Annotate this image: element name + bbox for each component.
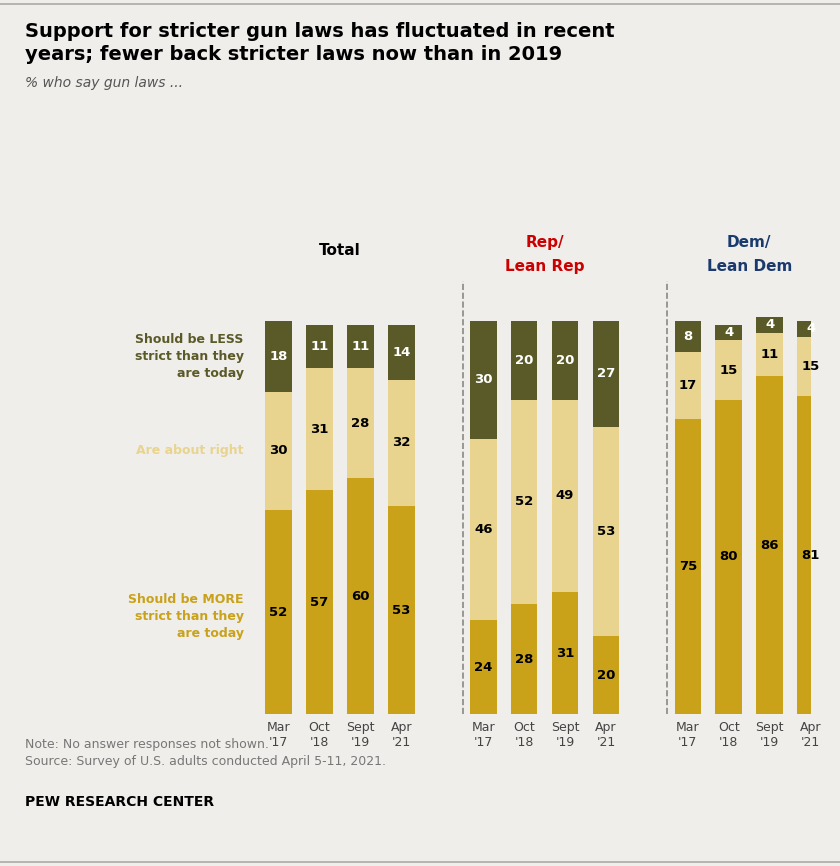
Text: 27: 27 bbox=[597, 367, 615, 380]
Text: 28: 28 bbox=[351, 417, 370, 430]
Text: 11: 11 bbox=[311, 339, 328, 353]
Text: 15: 15 bbox=[801, 359, 820, 372]
Text: PEW RESEARCH CENTER: PEW RESEARCH CENTER bbox=[25, 795, 214, 809]
Text: Dem/: Dem/ bbox=[727, 235, 771, 250]
Bar bbox=[265, 391, 292, 510]
Text: 4: 4 bbox=[724, 326, 733, 339]
Text: Total: Total bbox=[319, 242, 361, 258]
Text: 20: 20 bbox=[556, 353, 575, 366]
Text: 30: 30 bbox=[474, 373, 492, 386]
Bar bbox=[756, 317, 783, 333]
Text: 60: 60 bbox=[351, 590, 370, 603]
Bar bbox=[716, 340, 742, 399]
Bar bbox=[797, 337, 824, 396]
Text: 80: 80 bbox=[720, 551, 738, 564]
Bar bbox=[552, 399, 579, 592]
Bar bbox=[593, 636, 619, 714]
Bar bbox=[347, 478, 374, 714]
Text: Source: Survey of U.S. adults conducted April 5-11, 2021.: Source: Survey of U.S. adults conducted … bbox=[25, 755, 386, 768]
Text: years; fewer back stricter laws now than in 2019: years; fewer back stricter laws now than… bbox=[25, 45, 562, 64]
Bar bbox=[470, 439, 496, 620]
Text: 30: 30 bbox=[270, 444, 288, 457]
Text: Note: No answer responses not shown.: Note: No answer responses not shown. bbox=[25, 738, 269, 751]
Text: Rep/: Rep/ bbox=[525, 235, 564, 250]
Bar bbox=[756, 333, 783, 376]
Text: 53: 53 bbox=[392, 604, 411, 617]
Bar bbox=[593, 427, 619, 636]
Text: Lean Dem: Lean Dem bbox=[706, 259, 792, 274]
Text: 11: 11 bbox=[760, 348, 779, 361]
Bar bbox=[675, 419, 701, 714]
Bar bbox=[675, 320, 701, 352]
Text: 81: 81 bbox=[801, 548, 820, 561]
Text: Lean Rep: Lean Rep bbox=[505, 259, 585, 274]
Text: 31: 31 bbox=[310, 423, 328, 436]
Text: 49: 49 bbox=[556, 489, 575, 502]
Bar bbox=[552, 592, 579, 714]
Text: 52: 52 bbox=[515, 495, 533, 508]
Bar bbox=[307, 325, 333, 368]
Text: 52: 52 bbox=[270, 605, 288, 618]
Text: 57: 57 bbox=[311, 596, 328, 609]
Text: 18: 18 bbox=[270, 350, 288, 363]
Text: 4: 4 bbox=[806, 322, 816, 335]
Bar bbox=[511, 320, 538, 399]
Bar bbox=[347, 325, 374, 368]
Bar bbox=[797, 396, 824, 714]
Bar bbox=[797, 320, 824, 337]
Text: 28: 28 bbox=[515, 653, 533, 666]
Bar bbox=[388, 506, 415, 714]
Bar bbox=[593, 320, 619, 427]
Text: 46: 46 bbox=[474, 523, 492, 536]
Text: 24: 24 bbox=[474, 661, 492, 674]
Text: Should be MORE
strict than they
are today: Should be MORE strict than they are toda… bbox=[129, 592, 244, 639]
Text: 75: 75 bbox=[679, 560, 697, 573]
Bar bbox=[756, 376, 783, 714]
Bar bbox=[265, 320, 292, 391]
Bar bbox=[675, 352, 701, 419]
Text: 15: 15 bbox=[720, 364, 738, 377]
Text: 20: 20 bbox=[596, 669, 615, 682]
Bar bbox=[347, 368, 374, 478]
Text: 53: 53 bbox=[596, 525, 615, 538]
Bar bbox=[470, 620, 496, 714]
Bar bbox=[307, 368, 333, 490]
Text: 31: 31 bbox=[556, 647, 575, 660]
Text: 8: 8 bbox=[683, 330, 692, 343]
Bar bbox=[388, 380, 415, 506]
Bar bbox=[511, 604, 538, 714]
Bar bbox=[716, 399, 742, 714]
Bar bbox=[388, 325, 415, 380]
Text: 14: 14 bbox=[392, 346, 411, 359]
Text: 32: 32 bbox=[392, 436, 411, 449]
Text: Should be LESS
strict than they
are today: Should be LESS strict than they are toda… bbox=[134, 333, 244, 379]
Bar bbox=[552, 320, 579, 399]
Text: 4: 4 bbox=[765, 318, 774, 332]
Bar bbox=[307, 490, 333, 714]
Text: Support for stricter gun laws has fluctuated in recent: Support for stricter gun laws has fluctu… bbox=[25, 22, 615, 41]
Bar bbox=[511, 399, 538, 604]
Text: Are about right: Are about right bbox=[136, 444, 244, 457]
Text: 11: 11 bbox=[351, 339, 370, 353]
Bar bbox=[265, 510, 292, 714]
Bar bbox=[470, 320, 496, 439]
Bar bbox=[716, 325, 742, 340]
Text: % who say gun laws ...: % who say gun laws ... bbox=[25, 76, 183, 90]
Text: 86: 86 bbox=[760, 539, 779, 552]
Text: 20: 20 bbox=[515, 353, 533, 366]
Text: 17: 17 bbox=[679, 379, 697, 392]
